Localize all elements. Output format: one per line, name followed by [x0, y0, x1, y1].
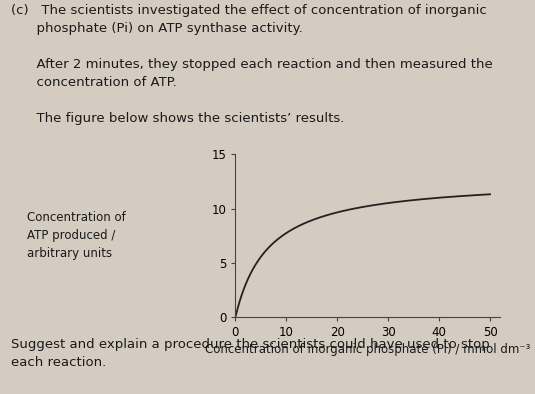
Text: Concentration of
ATP produced /
arbitrary units: Concentration of ATP produced / arbitrar…: [27, 211, 126, 260]
Text: Suggest and explain a procedure the scientists could have used to stop
each reac: Suggest and explain a procedure the scie…: [11, 338, 490, 369]
X-axis label: Concentration of inorganic phosphate (Pi) / mmol dm⁻³: Concentration of inorganic phosphate (Pi…: [205, 343, 531, 356]
Text: (c)   The scientists investigated the effect of concentration of inorganic
     : (c) The scientists investigated the effe…: [11, 4, 492, 125]
